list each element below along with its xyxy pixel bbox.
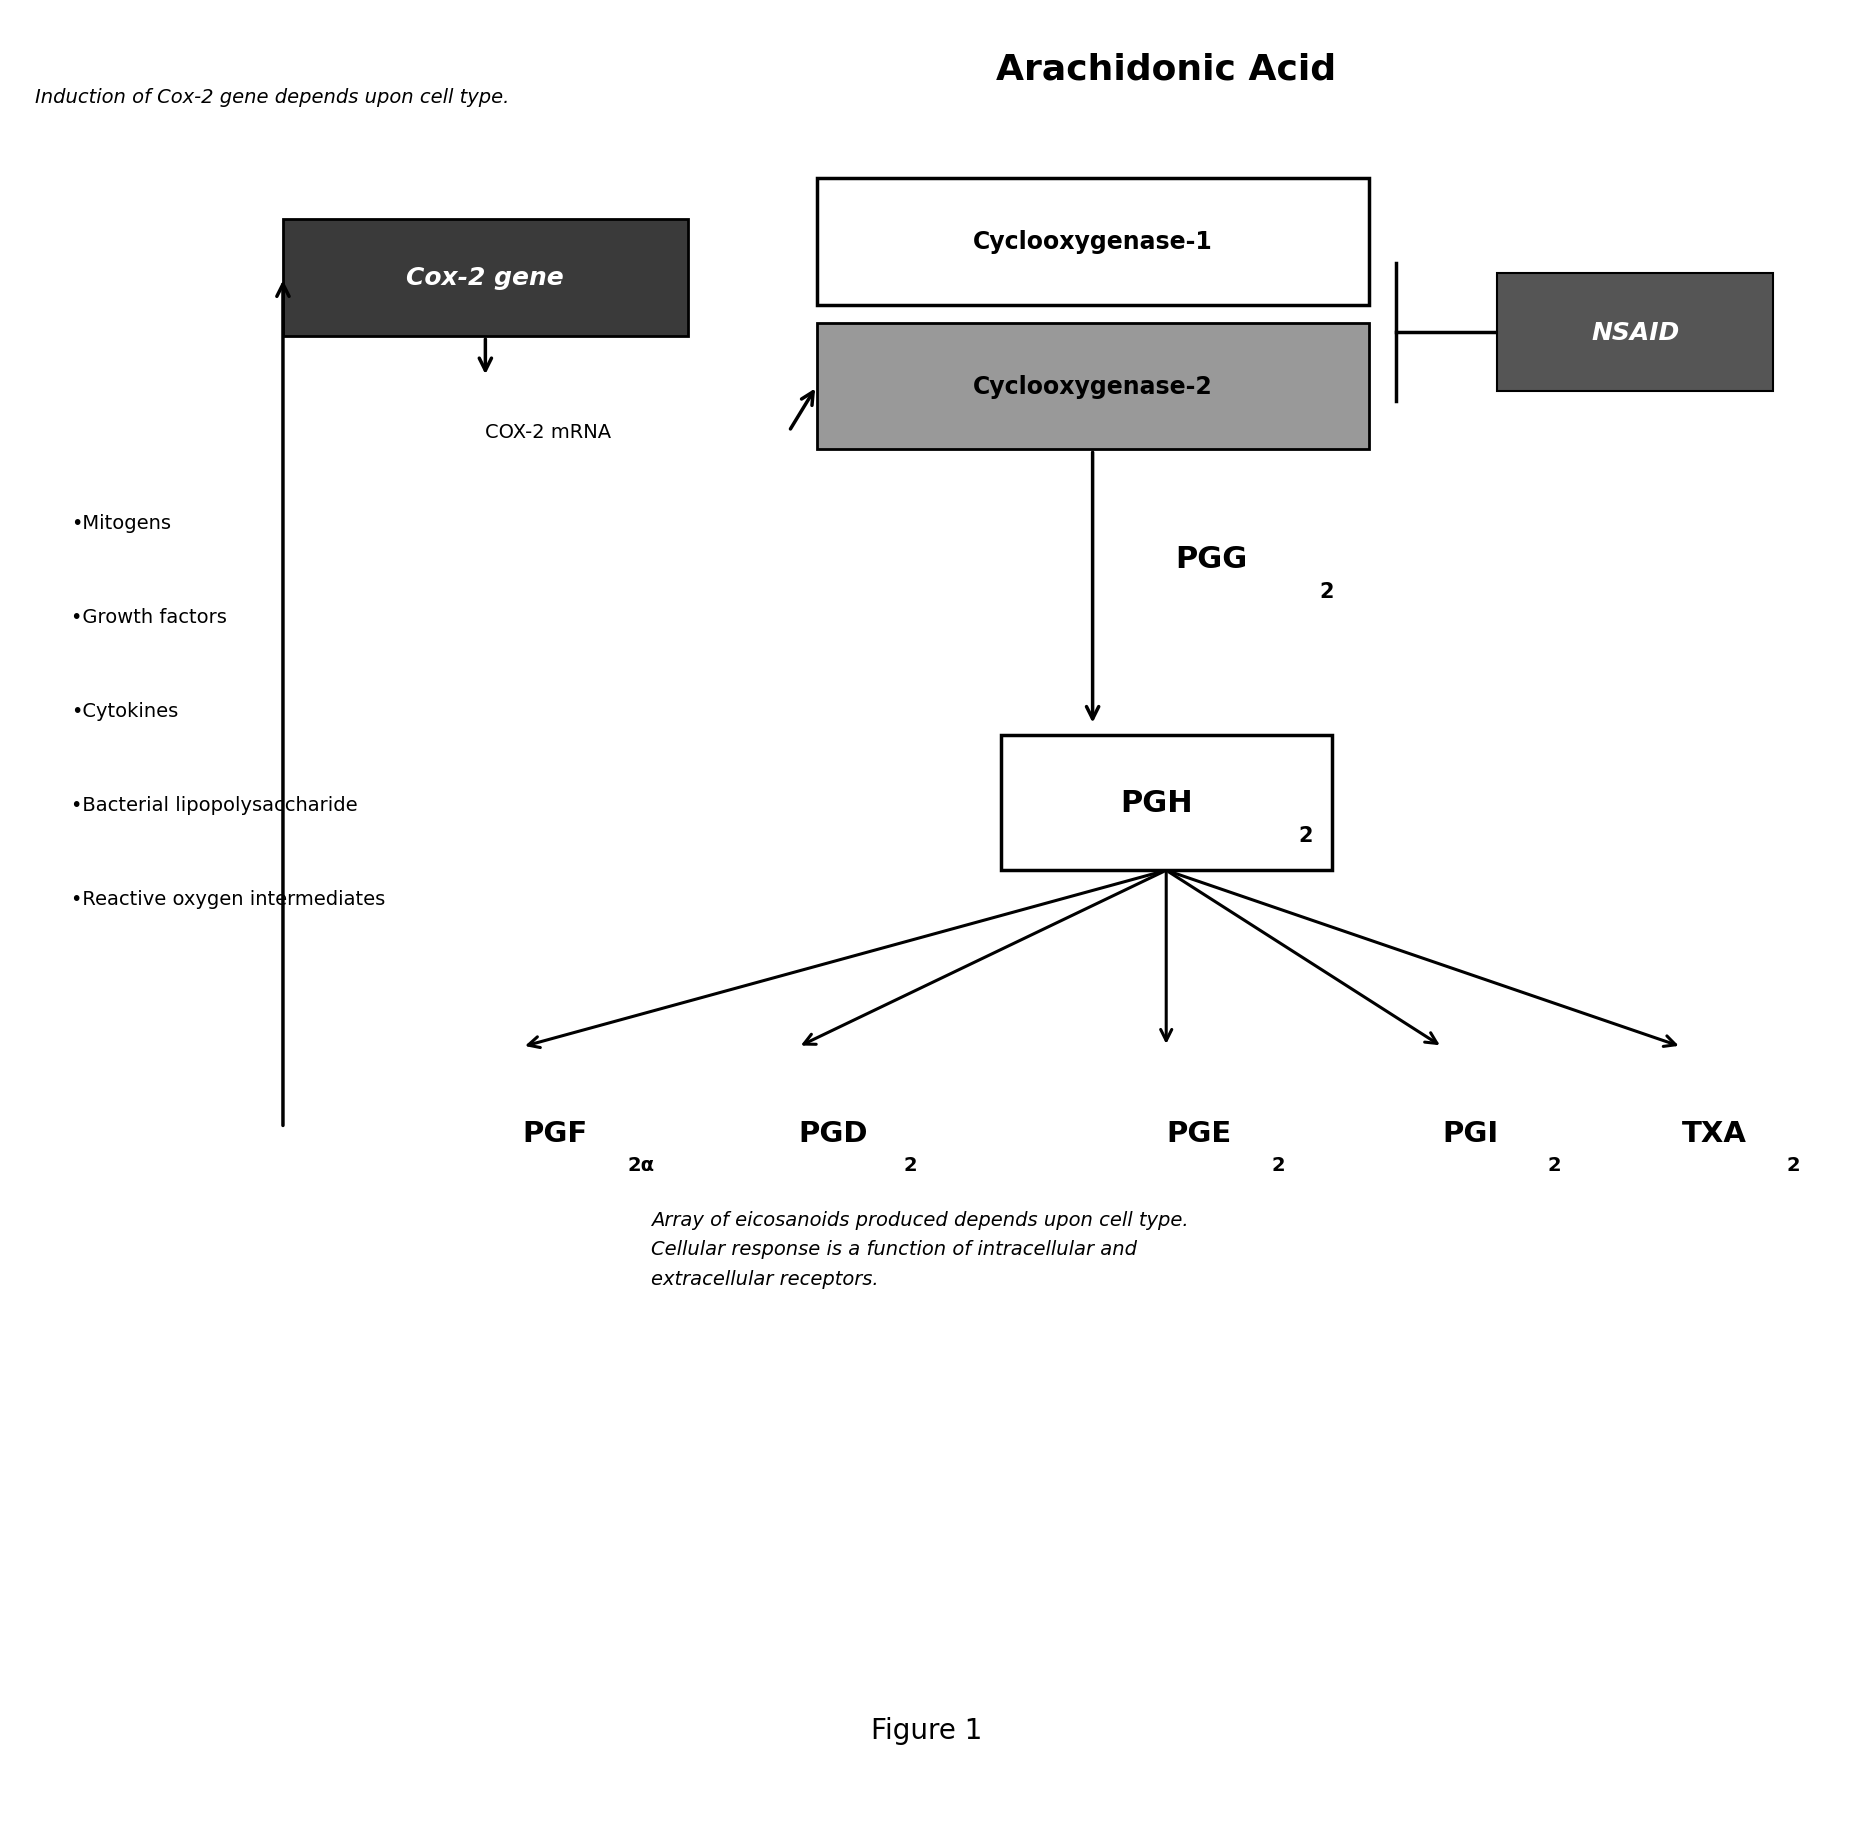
Text: PGE: PGE (1166, 1119, 1231, 1147)
Text: Figure 1: Figure 1 (871, 1715, 983, 1743)
Text: •Mitogens: •Mitogens (70, 514, 171, 532)
Text: NSAID: NSAID (1591, 321, 1680, 345)
Text: Cox-2 gene: Cox-2 gene (406, 266, 564, 290)
Text: •Bacterial lipopolysaccharide: •Bacterial lipopolysaccharide (70, 795, 358, 815)
Text: Induction of Cox-2 gene depends upon cell type.: Induction of Cox-2 gene depends upon cel… (35, 88, 508, 108)
Text: •Growth factors: •Growth factors (70, 607, 228, 627)
FancyBboxPatch shape (284, 219, 688, 337)
Text: 2α: 2α (627, 1156, 654, 1174)
Text: PGH: PGH (1120, 789, 1194, 817)
FancyBboxPatch shape (816, 179, 1368, 306)
Text: 2: 2 (1787, 1156, 1800, 1174)
FancyBboxPatch shape (1498, 273, 1774, 392)
Text: •Cytokines: •Cytokines (70, 702, 178, 720)
Text: 2: 2 (1298, 826, 1313, 846)
Text: •Reactive oxygen intermediates: •Reactive oxygen intermediates (70, 890, 386, 910)
Text: 2: 2 (903, 1156, 916, 1174)
Text: PGG: PGG (1175, 545, 1248, 572)
Text: PGF: PGF (523, 1119, 588, 1147)
Text: 2: 2 (1546, 1156, 1561, 1174)
Text: TXA: TXA (1682, 1119, 1746, 1147)
FancyBboxPatch shape (816, 323, 1368, 450)
Text: Cyclooxygenase-2: Cyclooxygenase-2 (973, 376, 1213, 399)
Text: 2: 2 (1272, 1156, 1285, 1174)
Text: PGI: PGI (1442, 1119, 1498, 1147)
Text: PGD: PGD (799, 1119, 868, 1147)
Text: Cyclooxygenase-1: Cyclooxygenase-1 (973, 230, 1213, 253)
Text: COX-2 mRNA: COX-2 mRNA (486, 423, 612, 441)
Text: Array of eicosanoids produced depends upon cell type.
Cellular response is a fun: Array of eicosanoids produced depends up… (651, 1210, 1188, 1289)
Text: Arachidonic Acid: Arachidonic Acid (996, 53, 1337, 86)
Text: 2: 2 (1318, 582, 1333, 602)
FancyBboxPatch shape (1001, 735, 1331, 871)
